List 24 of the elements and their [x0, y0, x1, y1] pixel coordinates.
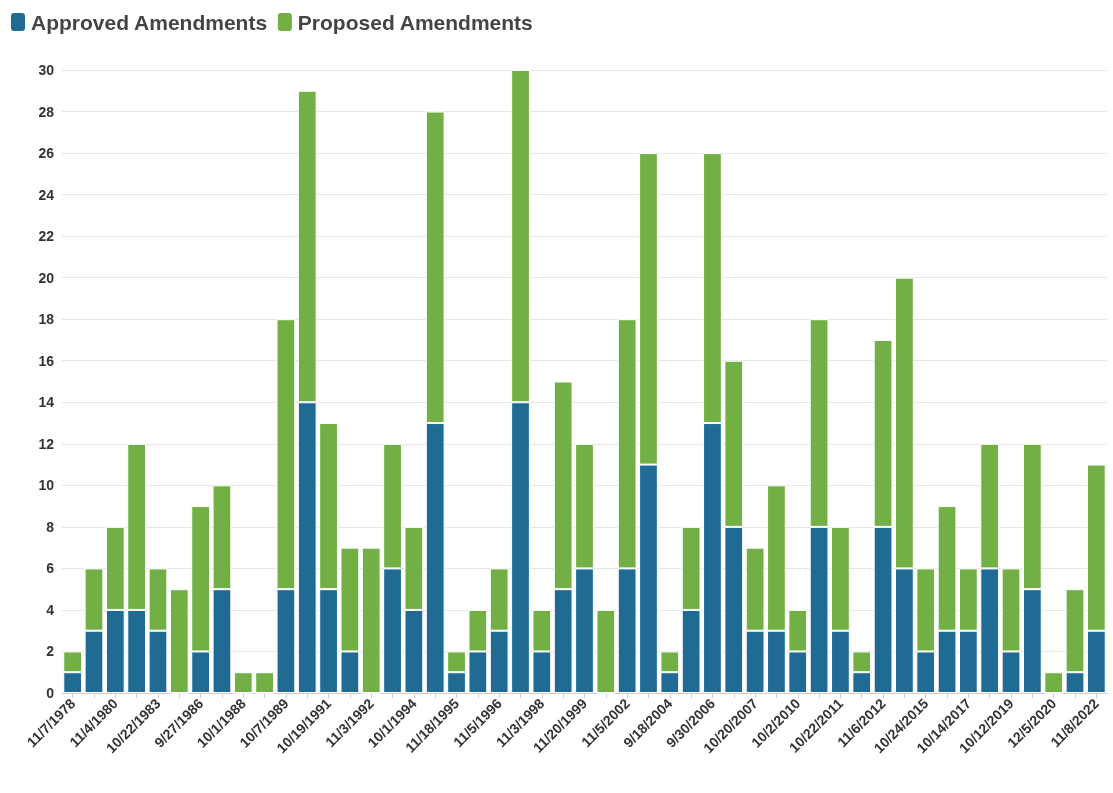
bar [233, 672, 253, 693]
bar [169, 589, 189, 693]
y-tick-label: 6 [46, 560, 55, 577]
y-tick-label: 30 [38, 62, 55, 78]
legend-label: Proposed Amendments [297, 10, 533, 34]
y-tick-label: 8 [46, 518, 55, 535]
y-tick-label: 20 [38, 269, 55, 286]
legend-label: Approved Amendments [31, 10, 268, 34]
y-tick-label: 16 [38, 352, 55, 369]
y-tick-label: 24 [38, 186, 55, 203]
y-tick-label: 28 [38, 103, 55, 120]
y-tick-label: 26 [38, 145, 55, 162]
y-tick-label: 4 [46, 601, 55, 618]
y-tick-label: 22 [38, 228, 55, 245]
y-tick-label: 12 [38, 435, 55, 452]
y-tick-label: 2 [46, 643, 55, 660]
y-tick-label: 0 [46, 685, 55, 701]
y-tick-label: 18 [38, 311, 55, 328]
y-tick-label: 14 [38, 394, 55, 411]
y-tick-label: 10 [38, 477, 55, 494]
bar [1044, 672, 1064, 693]
bar [255, 672, 274, 693]
bar [596, 609, 616, 693]
bar [361, 547, 381, 693]
